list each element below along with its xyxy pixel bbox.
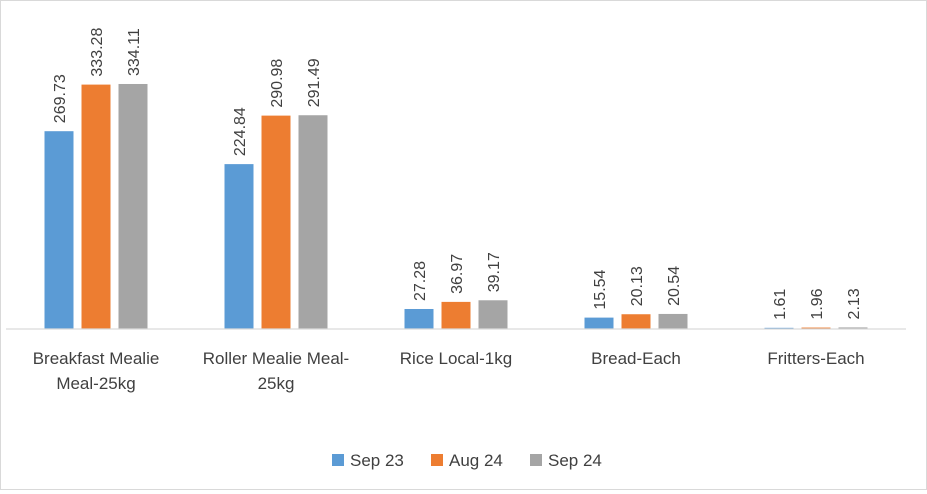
value-label: 291.49 [306,58,323,107]
value-label: 15.54 [592,269,609,309]
value-label: 224.84 [232,107,249,156]
bar-sep-23 [44,131,74,329]
bars-layer [44,83,868,330]
legend-label: Aug 24 [449,451,503,470]
value-label: 27.28 [412,261,429,301]
bar-sep-23 [584,317,614,329]
bar-sep-24 [478,300,508,329]
category-label: Meal-25kg [56,374,135,393]
category-label: 25kg [258,374,295,393]
value-label: 20.54 [666,266,683,306]
value-label: 20.13 [629,266,646,306]
bar-aug-24 [261,115,291,329]
bar-sep-24 [658,313,688,329]
category-label: Rice Local-1kg [400,349,512,368]
legend-swatch-sep-24 [530,454,542,466]
value-label: 333.28 [89,28,106,77]
legend-swatch-aug-24 [431,454,443,466]
value-label: 2.13 [846,288,863,319]
category-label: Fritters-Each [767,349,864,368]
value-label: 39.17 [486,252,503,292]
category-labels-layer: Breakfast Mealie Meal-25kg Roller Mealie M… [33,349,865,393]
legend: Sep 23 Aug 24 Sep 24 [332,451,602,470]
bar-sep-24 [118,83,148,330]
legend-label: Sep 24 [548,451,602,470]
value-label: 1.61 [772,289,789,320]
value-labels-layer: 269.73 333.28 334.11 224.84 290.98 291.49 27.2… [52,28,863,320]
value-label: 36.97 [449,254,466,294]
bar-sep-24 [298,115,328,330]
bar-sep-24 [838,327,868,329]
bar-sep-23 [224,164,254,329]
category-label: Breakfast Mealie [33,349,160,368]
bar-aug-24 [621,314,651,329]
category-label: Roller Mealie Meal- [203,349,349,368]
value-label: 269.73 [52,74,69,123]
bar-aug-24 [81,84,111,329]
category-label: Bread-Each [591,349,681,368]
legend-label: Sep 23 [350,451,404,470]
legend-swatch-sep-23 [332,454,344,466]
bar-aug-24 [801,327,831,329]
bar-aug-24 [441,301,471,329]
value-label: 290.98 [269,59,286,108]
value-label: 1.96 [809,288,826,319]
value-label: 334.11 [126,28,143,76]
bar-sep-23 [404,308,434,329]
